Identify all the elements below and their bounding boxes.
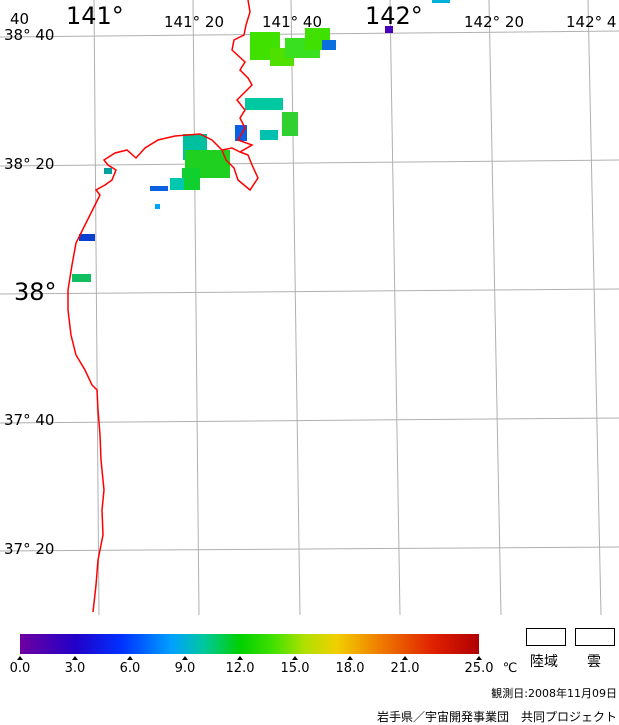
sst-patch	[170, 178, 184, 190]
meridian-line	[93, 0, 100, 615]
lat-label-38-40: 38° 40	[4, 26, 55, 44]
meridian-line	[389, 0, 401, 615]
lon-label-141-40: 141° 40	[262, 13, 322, 31]
parallel-line	[0, 546, 619, 552]
lon-label-142-20: 142° 20	[464, 13, 524, 31]
cloud-legend-box	[575, 628, 615, 646]
lat-label-38: 38°	[14, 278, 57, 306]
observation-date: 観測日:2008年11月09日	[491, 687, 617, 700]
land-legend-label: 陸域	[530, 654, 558, 670]
meridian-line	[488, 0, 502, 615]
colorbar-tick	[237, 656, 243, 660]
cloud-legend-label: 雲	[587, 654, 601, 670]
temperature-colorbar	[20, 634, 479, 654]
colorbar-tick-label: 25.0	[464, 661, 494, 676]
parallel-line	[0, 159, 619, 167]
sea-surface-temperature-map	[0, 0, 619, 615]
colorbar-tick	[182, 656, 188, 660]
sst-patch	[155, 204, 160, 209]
meridian-line	[192, 0, 200, 615]
sst-patch	[182, 168, 200, 190]
colorbar-tick	[347, 656, 353, 660]
lon-label-142: 142°	[365, 2, 423, 30]
colorbar-tick	[127, 656, 133, 660]
lon-label-141-20: 141° 20	[164, 13, 224, 31]
lon-label-142-40: 142° 4	[566, 13, 617, 31]
colorbar-tick-label: 9.0	[174, 661, 196, 676]
colorbar-tick-label: 0.0	[9, 661, 31, 676]
sst-patch	[104, 168, 112, 174]
colorbar-unit: ℃	[502, 661, 518, 676]
meridian-line	[290, 0, 301, 615]
colorbar-tick	[72, 656, 78, 660]
sst-patch	[322, 40, 336, 50]
parallel-line	[0, 417, 619, 424]
sst-patches	[72, 0, 450, 282]
parallel-line	[0, 288, 619, 295]
colorbar-tick	[17, 656, 23, 660]
sst-patch	[282, 112, 298, 136]
lon-label-141: 141°	[66, 2, 124, 30]
colorbar-tick-label: 6.0	[119, 661, 141, 676]
colorbar-tick-label: 15.0	[280, 661, 310, 676]
colorbar-tick	[476, 656, 482, 660]
coastline-bay	[221, 149, 259, 192]
graticule	[0, 0, 619, 615]
sst-patch	[150, 186, 168, 191]
colorbar-tick	[402, 656, 408, 660]
sst-patch	[385, 26, 393, 33]
colorbar-tick-label: 21.0	[390, 661, 420, 676]
sst-patch	[72, 274, 91, 282]
sst-patch	[79, 234, 95, 241]
land-legend-box	[526, 628, 566, 646]
map-corner-fragment: 40	[10, 10, 30, 28]
sst-patch	[432, 0, 450, 3]
lat-label-37-20: 37° 20	[4, 540, 55, 558]
colorbar-tick	[292, 656, 298, 660]
coastline	[67, 0, 254, 613]
colorbar-tick-label: 18.0	[335, 661, 365, 676]
lat-label-38-20: 38° 20	[4, 155, 55, 173]
credit-line: 岩手県／宇宙開発事業団 共同プロジェクト	[376, 710, 617, 724]
colorbar-tick-label: 3.0	[64, 661, 86, 676]
lat-label-37-40: 37° 40	[4, 411, 55, 429]
meridian-line	[587, 0, 602, 615]
sst-patch	[260, 130, 278, 140]
sst-patch	[245, 98, 283, 110]
colorbar-tick-label: 12.0	[225, 661, 255, 676]
